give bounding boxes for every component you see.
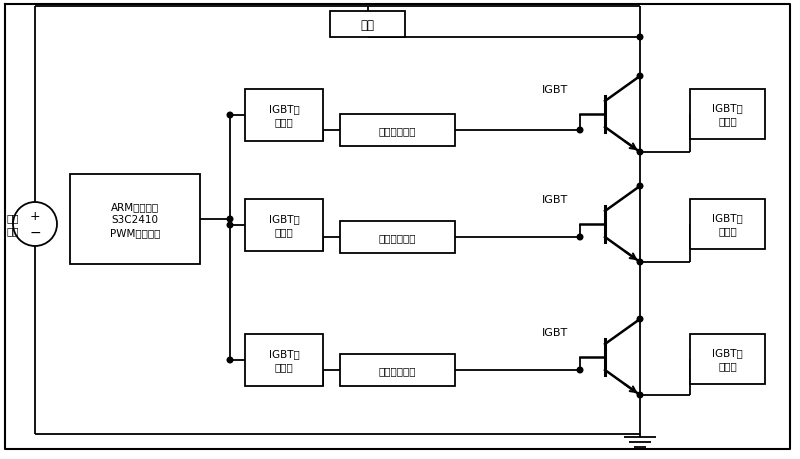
Text: IGBT: IGBT bbox=[542, 327, 568, 337]
FancyBboxPatch shape bbox=[245, 90, 323, 142]
FancyBboxPatch shape bbox=[330, 12, 405, 38]
Text: IGBT驱
动电路: IGBT驱 动电路 bbox=[269, 349, 299, 372]
Text: ARM微处理器
S3C2410
PWM输出电路: ARM微处理器 S3C2410 PWM输出电路 bbox=[110, 202, 160, 237]
Circle shape bbox=[638, 392, 643, 398]
Circle shape bbox=[578, 128, 582, 134]
Circle shape bbox=[638, 260, 643, 265]
Text: 电压监控电路: 电压监控电路 bbox=[378, 365, 416, 375]
FancyBboxPatch shape bbox=[340, 354, 455, 386]
Text: IGBT驱
动电路: IGBT驱 动电路 bbox=[269, 214, 299, 237]
Text: 电压监控电路: 电压监控电路 bbox=[378, 126, 416, 136]
Text: IGBT: IGBT bbox=[542, 85, 568, 95]
FancyBboxPatch shape bbox=[340, 115, 455, 147]
Circle shape bbox=[227, 113, 233, 118]
FancyBboxPatch shape bbox=[340, 222, 455, 253]
Text: 负载: 负载 bbox=[361, 18, 374, 31]
Text: 高压
电源: 高压 电源 bbox=[6, 213, 19, 236]
FancyBboxPatch shape bbox=[70, 174, 200, 264]
FancyBboxPatch shape bbox=[245, 334, 323, 386]
Text: IGBT保
护电路: IGBT保 护电路 bbox=[712, 103, 743, 126]
Text: 电压监控电路: 电压监控电路 bbox=[378, 233, 416, 242]
FancyBboxPatch shape bbox=[690, 334, 765, 384]
Circle shape bbox=[227, 223, 233, 228]
Text: +: + bbox=[30, 210, 40, 223]
Text: IGBT保
护电路: IGBT保 护电路 bbox=[712, 348, 743, 370]
Text: IGBT驱
动电路: IGBT驱 动电路 bbox=[269, 104, 299, 127]
FancyBboxPatch shape bbox=[245, 200, 323, 252]
Text: IGBT保
护电路: IGBT保 护电路 bbox=[712, 213, 743, 236]
Circle shape bbox=[638, 35, 643, 41]
Circle shape bbox=[638, 150, 643, 156]
FancyBboxPatch shape bbox=[690, 200, 765, 249]
Circle shape bbox=[638, 317, 643, 322]
Text: −: − bbox=[29, 225, 41, 240]
Circle shape bbox=[638, 74, 643, 79]
Circle shape bbox=[578, 367, 582, 373]
Circle shape bbox=[638, 184, 643, 190]
FancyBboxPatch shape bbox=[690, 90, 765, 140]
Text: IGBT: IGBT bbox=[542, 195, 568, 205]
Circle shape bbox=[227, 217, 233, 222]
Circle shape bbox=[227, 358, 233, 363]
Circle shape bbox=[578, 235, 582, 240]
